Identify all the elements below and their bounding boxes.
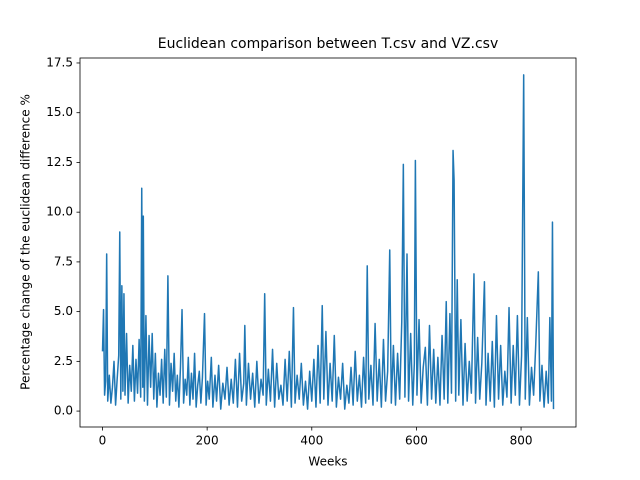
chart-title: Euclidean comparison between T.csv and V… bbox=[158, 36, 499, 52]
y-tick-label: 17.5 bbox=[46, 55, 73, 69]
x-tick-label: 800 bbox=[510, 434, 533, 448]
y-tick-label: 0.0 bbox=[54, 404, 73, 418]
y-tick-label: 2.5 bbox=[54, 354, 73, 368]
data-line bbox=[101, 74, 555, 410]
y-tick-label: 15.0 bbox=[46, 105, 73, 119]
x-tick-label: 400 bbox=[300, 434, 323, 448]
x-axis-label: Weeks bbox=[308, 455, 347, 469]
y-axis-label: Percentage change of the euclidean diffe… bbox=[19, 94, 33, 390]
y-tick-label: 12.5 bbox=[46, 155, 73, 169]
plot-frame bbox=[79, 57, 577, 428]
y-tick-label: 10.0 bbox=[46, 205, 73, 219]
y-tick-label: 7.5 bbox=[54, 254, 73, 268]
y-tick-label: 5.0 bbox=[54, 304, 73, 318]
x-tick-label: 0 bbox=[99, 434, 107, 448]
x-tick-label: 600 bbox=[405, 434, 428, 448]
x-tick-label: 200 bbox=[196, 434, 219, 448]
